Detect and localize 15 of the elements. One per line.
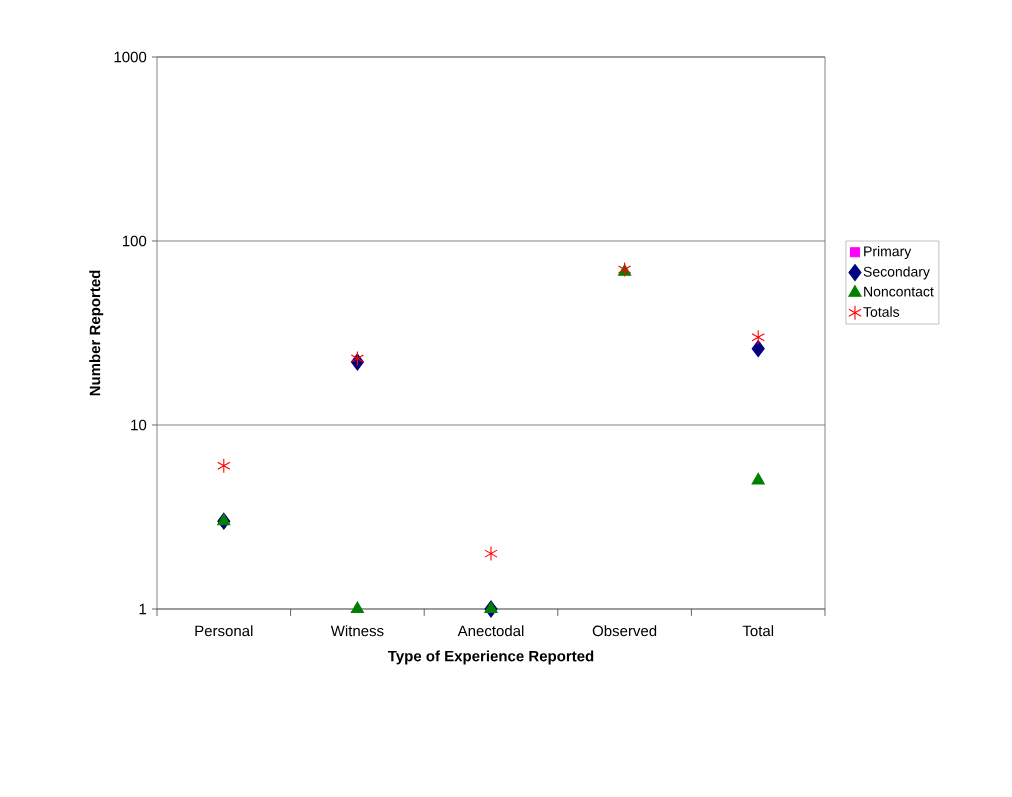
legend-label: Primary — [864, 246, 912, 260]
x-tick-label: Anectodal — [457, 625, 524, 637]
legend-label: Totals — [863, 306, 900, 317]
y-tick-label: 100 — [122, 235, 147, 247]
y-tick-label: 10 — [131, 419, 147, 431]
legend-label: Noncontact — [864, 286, 934, 297]
legend-label: Secondary — [863, 266, 930, 280]
x-tick-label: Personal — [195, 625, 253, 637]
x-axis-title: Type of Experience Reported — [387, 650, 594, 665]
x-tick-label: Total — [742, 625, 774, 637]
y-tick-label: 1000 — [114, 51, 147, 63]
y-axis-title: Number Reported — [89, 270, 104, 396]
x-tick-label: Observed — [592, 625, 657, 637]
x-tick-label: Witness — [330, 625, 384, 637]
y-tick-label: 1 — [139, 603, 147, 615]
